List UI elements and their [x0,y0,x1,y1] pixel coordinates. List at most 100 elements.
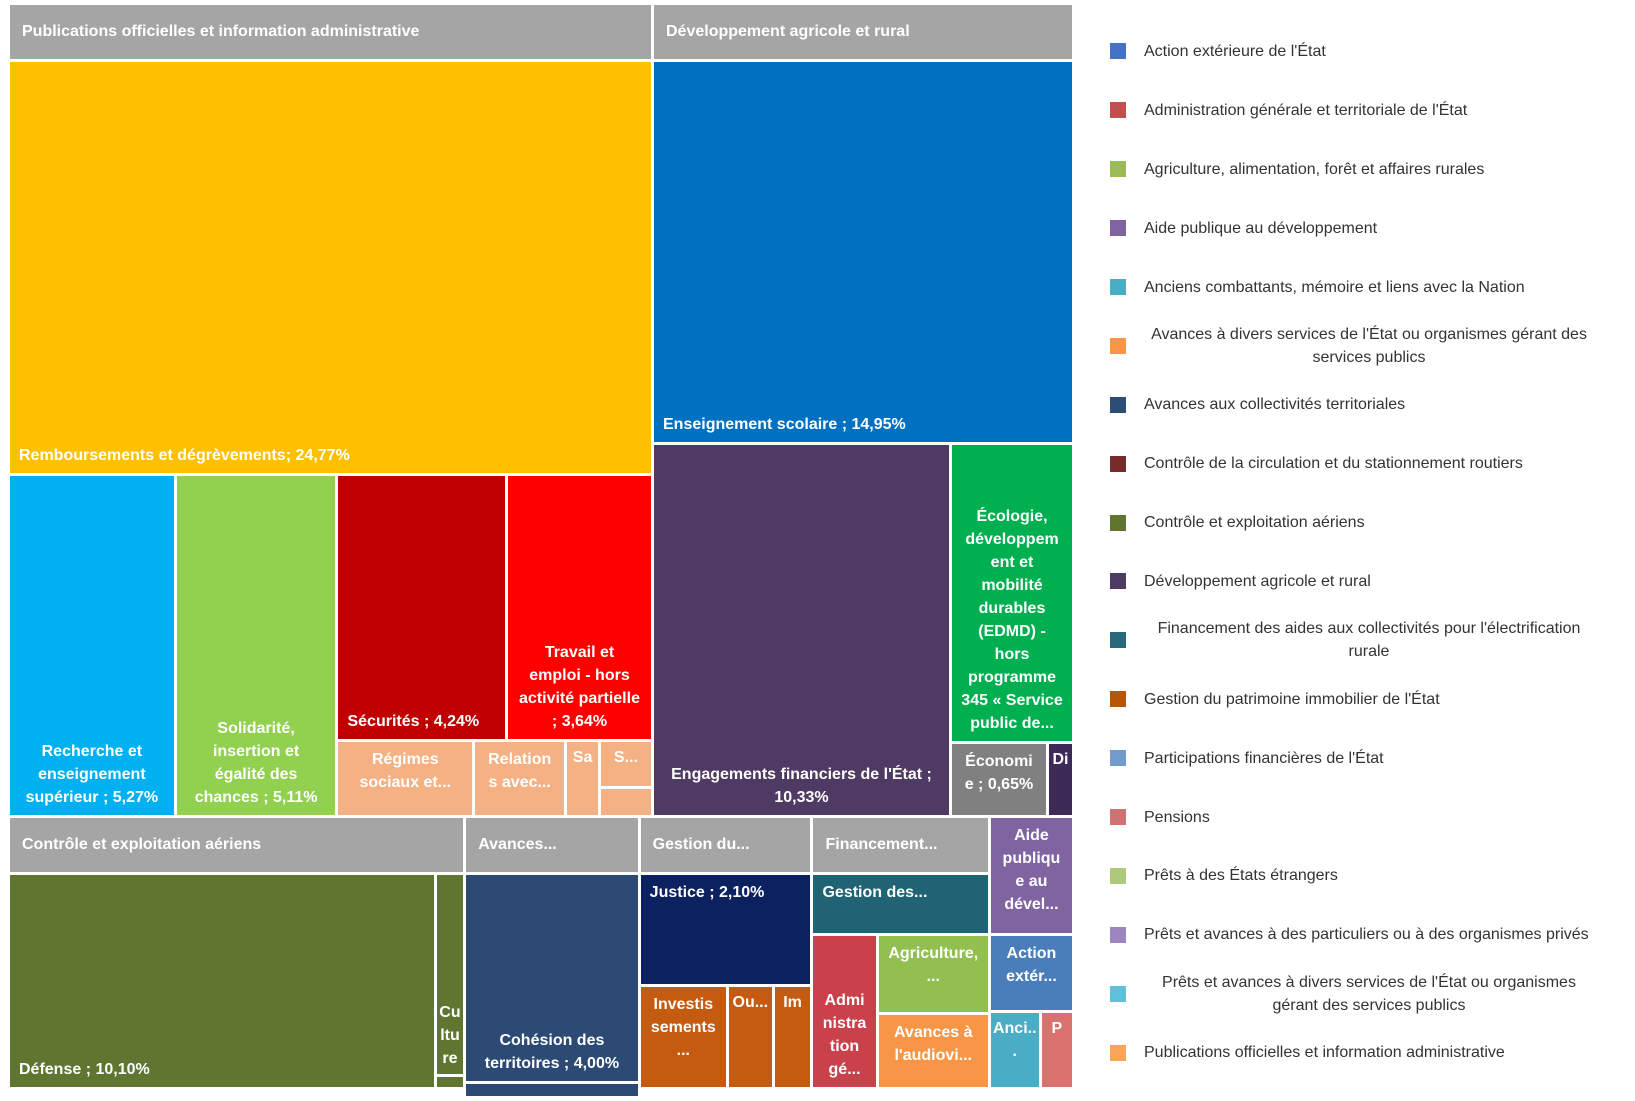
tile: Sa [567,741,598,815]
group-label: Gestion du... [652,835,750,853]
tile: P [1041,1012,1072,1087]
tile: Économie ; 0,65% [952,743,1046,815]
tile: Engagements financiers de l'État ; 10,33… [654,445,950,815]
tile-label: S... [613,748,638,766]
legend-swatch [1110,220,1126,237]
tile: Gestion des... [813,874,988,933]
tile-label: Ou... [732,993,769,1011]
tile-label: Avances à l'audiovi... [893,1024,973,1065]
legend-swatch [1110,573,1126,590]
tile: Enseignement scolaire ; 14,95% [654,62,1072,443]
legend-item: Participations financières de l'État [1110,729,1620,788]
tile-label: Aide publique au dével... [1002,826,1061,913]
legend-label: Prêts et avances à divers services de l'… [1162,973,1576,1014]
tile-label: Cohésion des territoires ; 4,00% [484,1031,620,1072]
legend-swatch [1110,632,1126,649]
legend-label: Publications officielles et information … [1144,1044,1505,1062]
tile: Im [774,986,811,1087]
tile: Agriculture,... [878,935,988,1013]
legend-swatch [1110,43,1126,60]
legend-item: Publications officielles et information … [1110,1023,1620,1082]
tile-label: Défense ; 10,10% [19,1060,150,1078]
legend-item: Aide publique au développement [1110,199,1620,258]
legend-label: Anciens combattants, mémoire et liens av… [1144,278,1525,296]
legend-item: Action extérieure de l'État [1110,22,1620,81]
legend-item: Contrôle et exploitation aériens [1110,493,1620,552]
group-label: Publications officielles et information … [22,23,420,40]
tile-label: Di [1052,750,1069,768]
legend-swatch [1110,102,1126,119]
legend-label: Développement agricole et rural [1144,572,1371,590]
legend-swatch [1110,455,1126,472]
legend-label: Financement des aides aux collectivités … [1157,620,1581,661]
legend-label: Agriculture, alimentation, forêt et affa… [1144,160,1485,178]
legend-label: Avances à divers services de l'État ou o… [1151,325,1587,366]
legend-item: Contrôle de la circulation et du station… [1110,434,1620,493]
group-header: Publications officielles et information … [10,5,651,59]
legend-swatch [1110,396,1126,413]
group-label: Avances... [478,835,557,853]
tile-label: P [1051,1019,1063,1037]
tile-label: Administration gé... [822,991,867,1078]
tile-label: Solidarité, insertion et égalité des cha… [194,719,318,806]
legend-swatch [1110,985,1126,1002]
tile: Recherche et enseignement supérieur ; 5,… [10,475,174,815]
legend-item: Avances à divers services de l'État ou o… [1110,316,1620,375]
legend-swatch [1110,161,1126,178]
legend-item: Pensions [1110,788,1620,847]
tile-label: Agriculture,... [888,944,979,985]
legend-swatch [1110,1044,1126,1061]
tile-label: Régimes sociaux et... [359,750,452,791]
group-header: Contrôle et exploitation aériens [10,817,464,872]
tile-label: Recherche et enseignement supérieur ; 5,… [25,742,159,806]
legend-swatch [1110,750,1126,767]
tile-label: Sécurités ; 4,24% [347,712,480,730]
tile: Cohésion des territoires ; 4,00% [466,874,638,1081]
legend-label: Participations financières de l'État [1144,749,1384,767]
tile-label: Anci... [992,1019,1037,1060]
tile [466,1083,638,1096]
legend-swatch [1110,514,1126,531]
legend-item: Avances aux collectivités territoriales [1110,375,1620,434]
legend-item: Financement des aides aux collectivités … [1110,611,1620,670]
legend-label: Administration générale et territoriale … [1144,101,1468,119]
legend-swatch [1110,279,1126,295]
tile: Défense ; 10,10% [10,874,434,1087]
tile-label: Travail et emploi - hors activité partie… [519,643,640,730]
legend-item: Prêts et avances à des particuliers ou à… [1110,905,1620,964]
tile: Sécurités ; 4,24% [338,475,506,739]
legend-swatch [1110,809,1126,826]
tile: Travail et emploi - hors activité partie… [508,475,651,739]
tile-label: Remboursements et dégrèvements; 24,77% [19,446,350,464]
legend-label: Prêts et avances à des particuliers ou à… [1144,926,1589,944]
tile: Administration gé... [813,935,876,1087]
tile-label: Écologie, développement et mobilité dura… [961,507,1063,732]
legend-swatch [1110,691,1126,708]
group-label: Financement... [825,835,938,853]
tile-label: Sa [572,748,593,766]
tile-label: Relations avec... [488,750,552,791]
legend-label: Contrôle de la circulation et du station… [1144,455,1523,473]
tile-label: Im [783,993,802,1011]
legend: Action extérieure de l'État Administratio… [1110,22,1620,1082]
tile [436,1077,464,1087]
legend-item: Prêts à des États étrangers [1110,846,1620,905]
tile: Régimes sociaux et... [338,741,473,815]
tile-label: Action extér... [1006,944,1057,985]
group-label: Développement agricole et rural [666,23,910,40]
legend-label: Aide publique au développement [1144,219,1378,237]
legend-item: Agriculture, alimentation, forêt et affa… [1110,140,1620,199]
tile-label: Investissements... [650,995,716,1059]
legend-label: Pensions [1144,808,1210,826]
tile: Remboursements et dégrèvements; 24,77% [10,62,651,473]
legend-swatch [1110,337,1126,354]
legend-label: Contrôle et exploitation aériens [1144,514,1365,532]
legend-label: Prêts à des États étrangers [1144,867,1338,885]
tile: Anci... [990,1012,1039,1087]
legend-item: Prêts et avances à divers services de l'… [1110,964,1620,1023]
tile: S... [600,741,651,787]
legend-label: Avances aux collectivités territoriales [1144,396,1406,414]
tile [600,789,651,815]
legend-swatch [1110,867,1126,884]
